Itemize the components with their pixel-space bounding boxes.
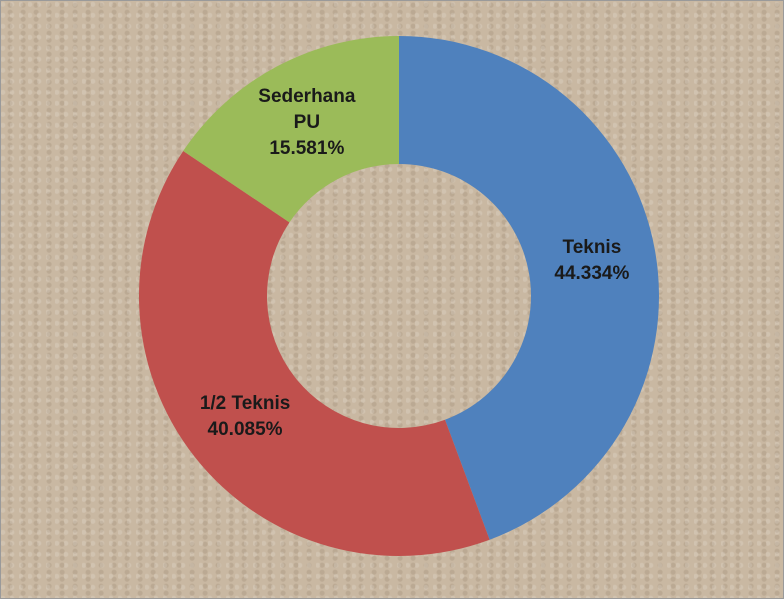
category-label: Teknis (562, 237, 622, 259)
donut-slice (183, 36, 399, 223)
donut-slice (399, 36, 660, 540)
donut-slice (138, 150, 490, 557)
value-label: 44.334% (554, 263, 630, 285)
value-label: 40.085% (207, 419, 283, 441)
slice-label: Sederhana PU 15.581% (247, 84, 367, 162)
category-label: 1/2 Teknis (199, 393, 291, 415)
slice-label: 1/2 Teknis 40.085% (185, 391, 305, 443)
value-label: 15.581% (269, 138, 345, 160)
slice-label: Teknis 44.334% (532, 235, 652, 287)
category-label: Sederhana PU (258, 86, 356, 134)
